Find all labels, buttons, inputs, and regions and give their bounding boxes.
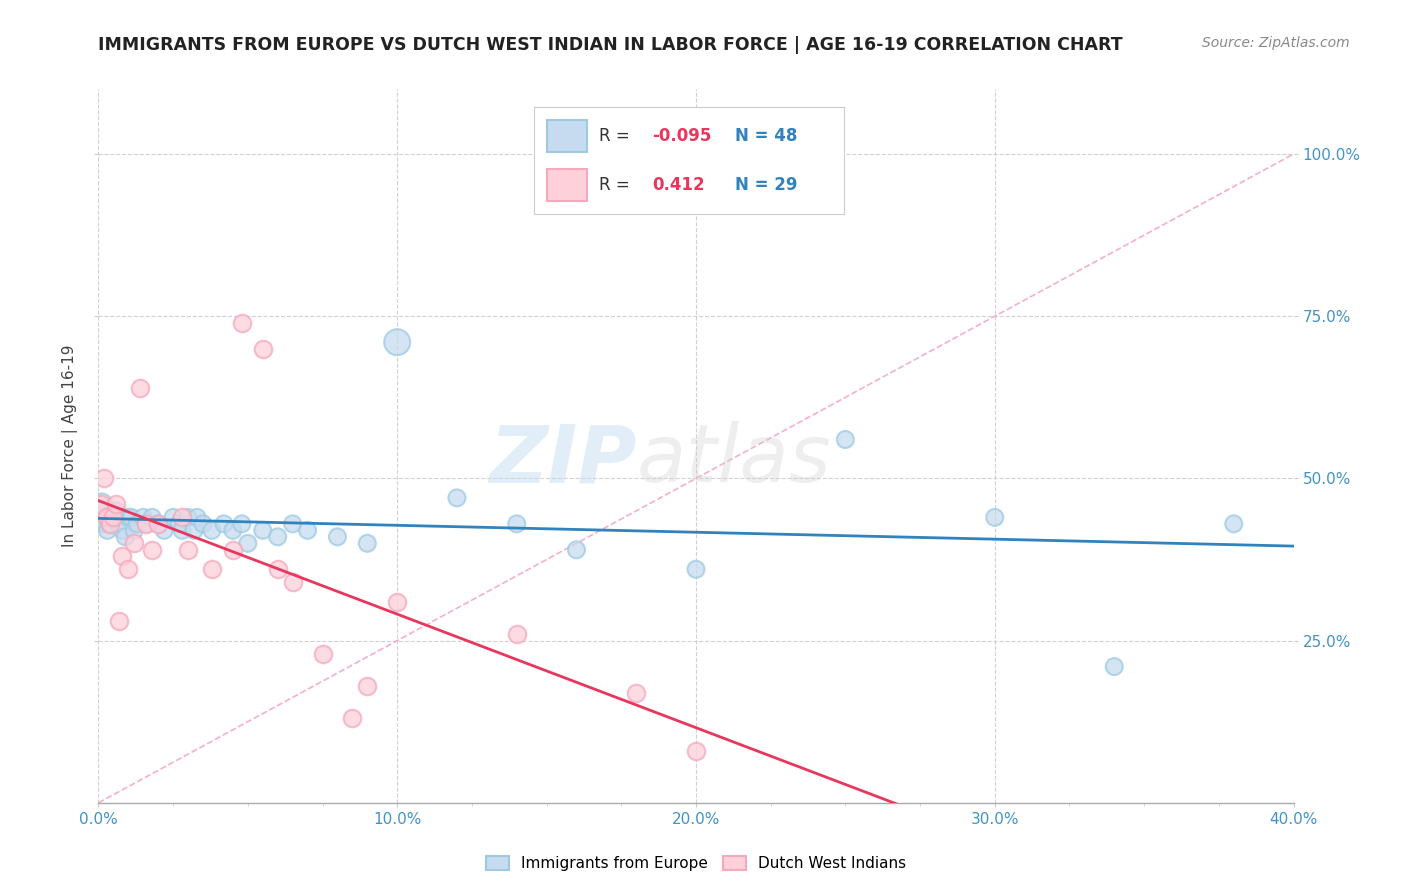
Point (127, 516, 149, 531)
Point (231, 316, 253, 330)
Point (201, 524, 224, 538)
Point (311, 647, 333, 661)
Point (356, 536, 378, 550)
Text: atlas: atlas (637, 421, 831, 500)
Point (186, 510, 208, 524)
Point (108, 614, 131, 628)
Point (201, 562, 224, 576)
Point (167, 516, 190, 531)
Point (162, 510, 184, 524)
Point (93, 471, 115, 485)
Text: Source: ZipAtlas.com: Source: ZipAtlas.com (1202, 36, 1350, 50)
Point (153, 524, 176, 538)
Point (141, 542, 163, 557)
Point (100, 516, 122, 531)
Point (93, 504, 115, 518)
Point (356, 679, 378, 693)
Point (120, 510, 142, 524)
Text: -0.095: -0.095 (652, 127, 711, 145)
Point (506, 516, 529, 531)
Point (135, 516, 157, 531)
Point (191, 516, 214, 531)
Point (342, 711, 364, 725)
Point (183, 524, 205, 538)
Point (177, 510, 200, 524)
Legend: Immigrants from Europe, Dutch West Indians: Immigrants from Europe, Dutch West India… (479, 850, 912, 877)
Y-axis label: In Labor Force | Age 16-19: In Labor Force | Age 16-19 (62, 344, 79, 548)
Point (124, 536, 146, 550)
Point (141, 510, 163, 524)
Point (172, 524, 194, 538)
Point (281, 516, 304, 531)
Text: IMMIGRANTS FROM EUROPE VS DUTCH WEST INDIAN IN LABOR FORCE | AGE 16-19 CORRELATI: IMMIGRANTS FROM EUROPE VS DUTCH WEST IND… (98, 36, 1123, 54)
Point (135, 516, 157, 531)
Point (93, 516, 115, 531)
Point (111, 524, 134, 538)
Point (326, 530, 349, 544)
Text: ZIP: ZIP (489, 421, 637, 500)
Point (252, 524, 274, 538)
Point (834, 433, 856, 447)
Point (177, 542, 200, 557)
Text: N = 48: N = 48 (735, 127, 797, 145)
Point (236, 536, 259, 550)
Point (297, 524, 319, 538)
Point (132, 510, 155, 524)
Point (90, 510, 112, 524)
Text: R =: R = (599, 127, 636, 145)
Point (172, 510, 194, 524)
Point (124, 524, 146, 538)
Point (281, 575, 304, 590)
Point (565, 542, 588, 557)
Point (506, 627, 529, 641)
Point (148, 516, 170, 531)
Point (111, 549, 134, 564)
Point (96, 524, 118, 538)
Point (212, 516, 235, 531)
Point (385, 335, 409, 350)
Point (1223, 516, 1246, 531)
Point (96, 510, 118, 524)
Point (103, 510, 125, 524)
Point (90, 497, 112, 511)
Point (385, 595, 409, 609)
Point (446, 491, 468, 505)
Point (252, 342, 274, 356)
Point (108, 516, 131, 531)
Point (984, 510, 1007, 524)
Point (117, 562, 139, 576)
Point (105, 497, 128, 511)
Point (685, 744, 707, 758)
Point (90, 497, 112, 511)
Point (103, 510, 125, 524)
FancyBboxPatch shape (547, 169, 586, 202)
Point (267, 562, 290, 576)
Text: 0.412: 0.412 (652, 177, 704, 194)
Point (117, 510, 139, 524)
Point (96, 510, 118, 524)
Point (231, 516, 253, 531)
Point (626, 685, 648, 699)
Point (148, 516, 170, 531)
Point (1104, 659, 1126, 673)
Point (222, 542, 245, 557)
Point (129, 381, 152, 395)
Text: R =: R = (599, 177, 641, 194)
Point (222, 524, 245, 538)
Point (100, 516, 122, 531)
Text: N = 29: N = 29 (735, 177, 797, 194)
Point (267, 530, 290, 544)
Point (685, 562, 707, 576)
FancyBboxPatch shape (547, 120, 586, 152)
Point (105, 504, 128, 518)
Point (114, 530, 136, 544)
